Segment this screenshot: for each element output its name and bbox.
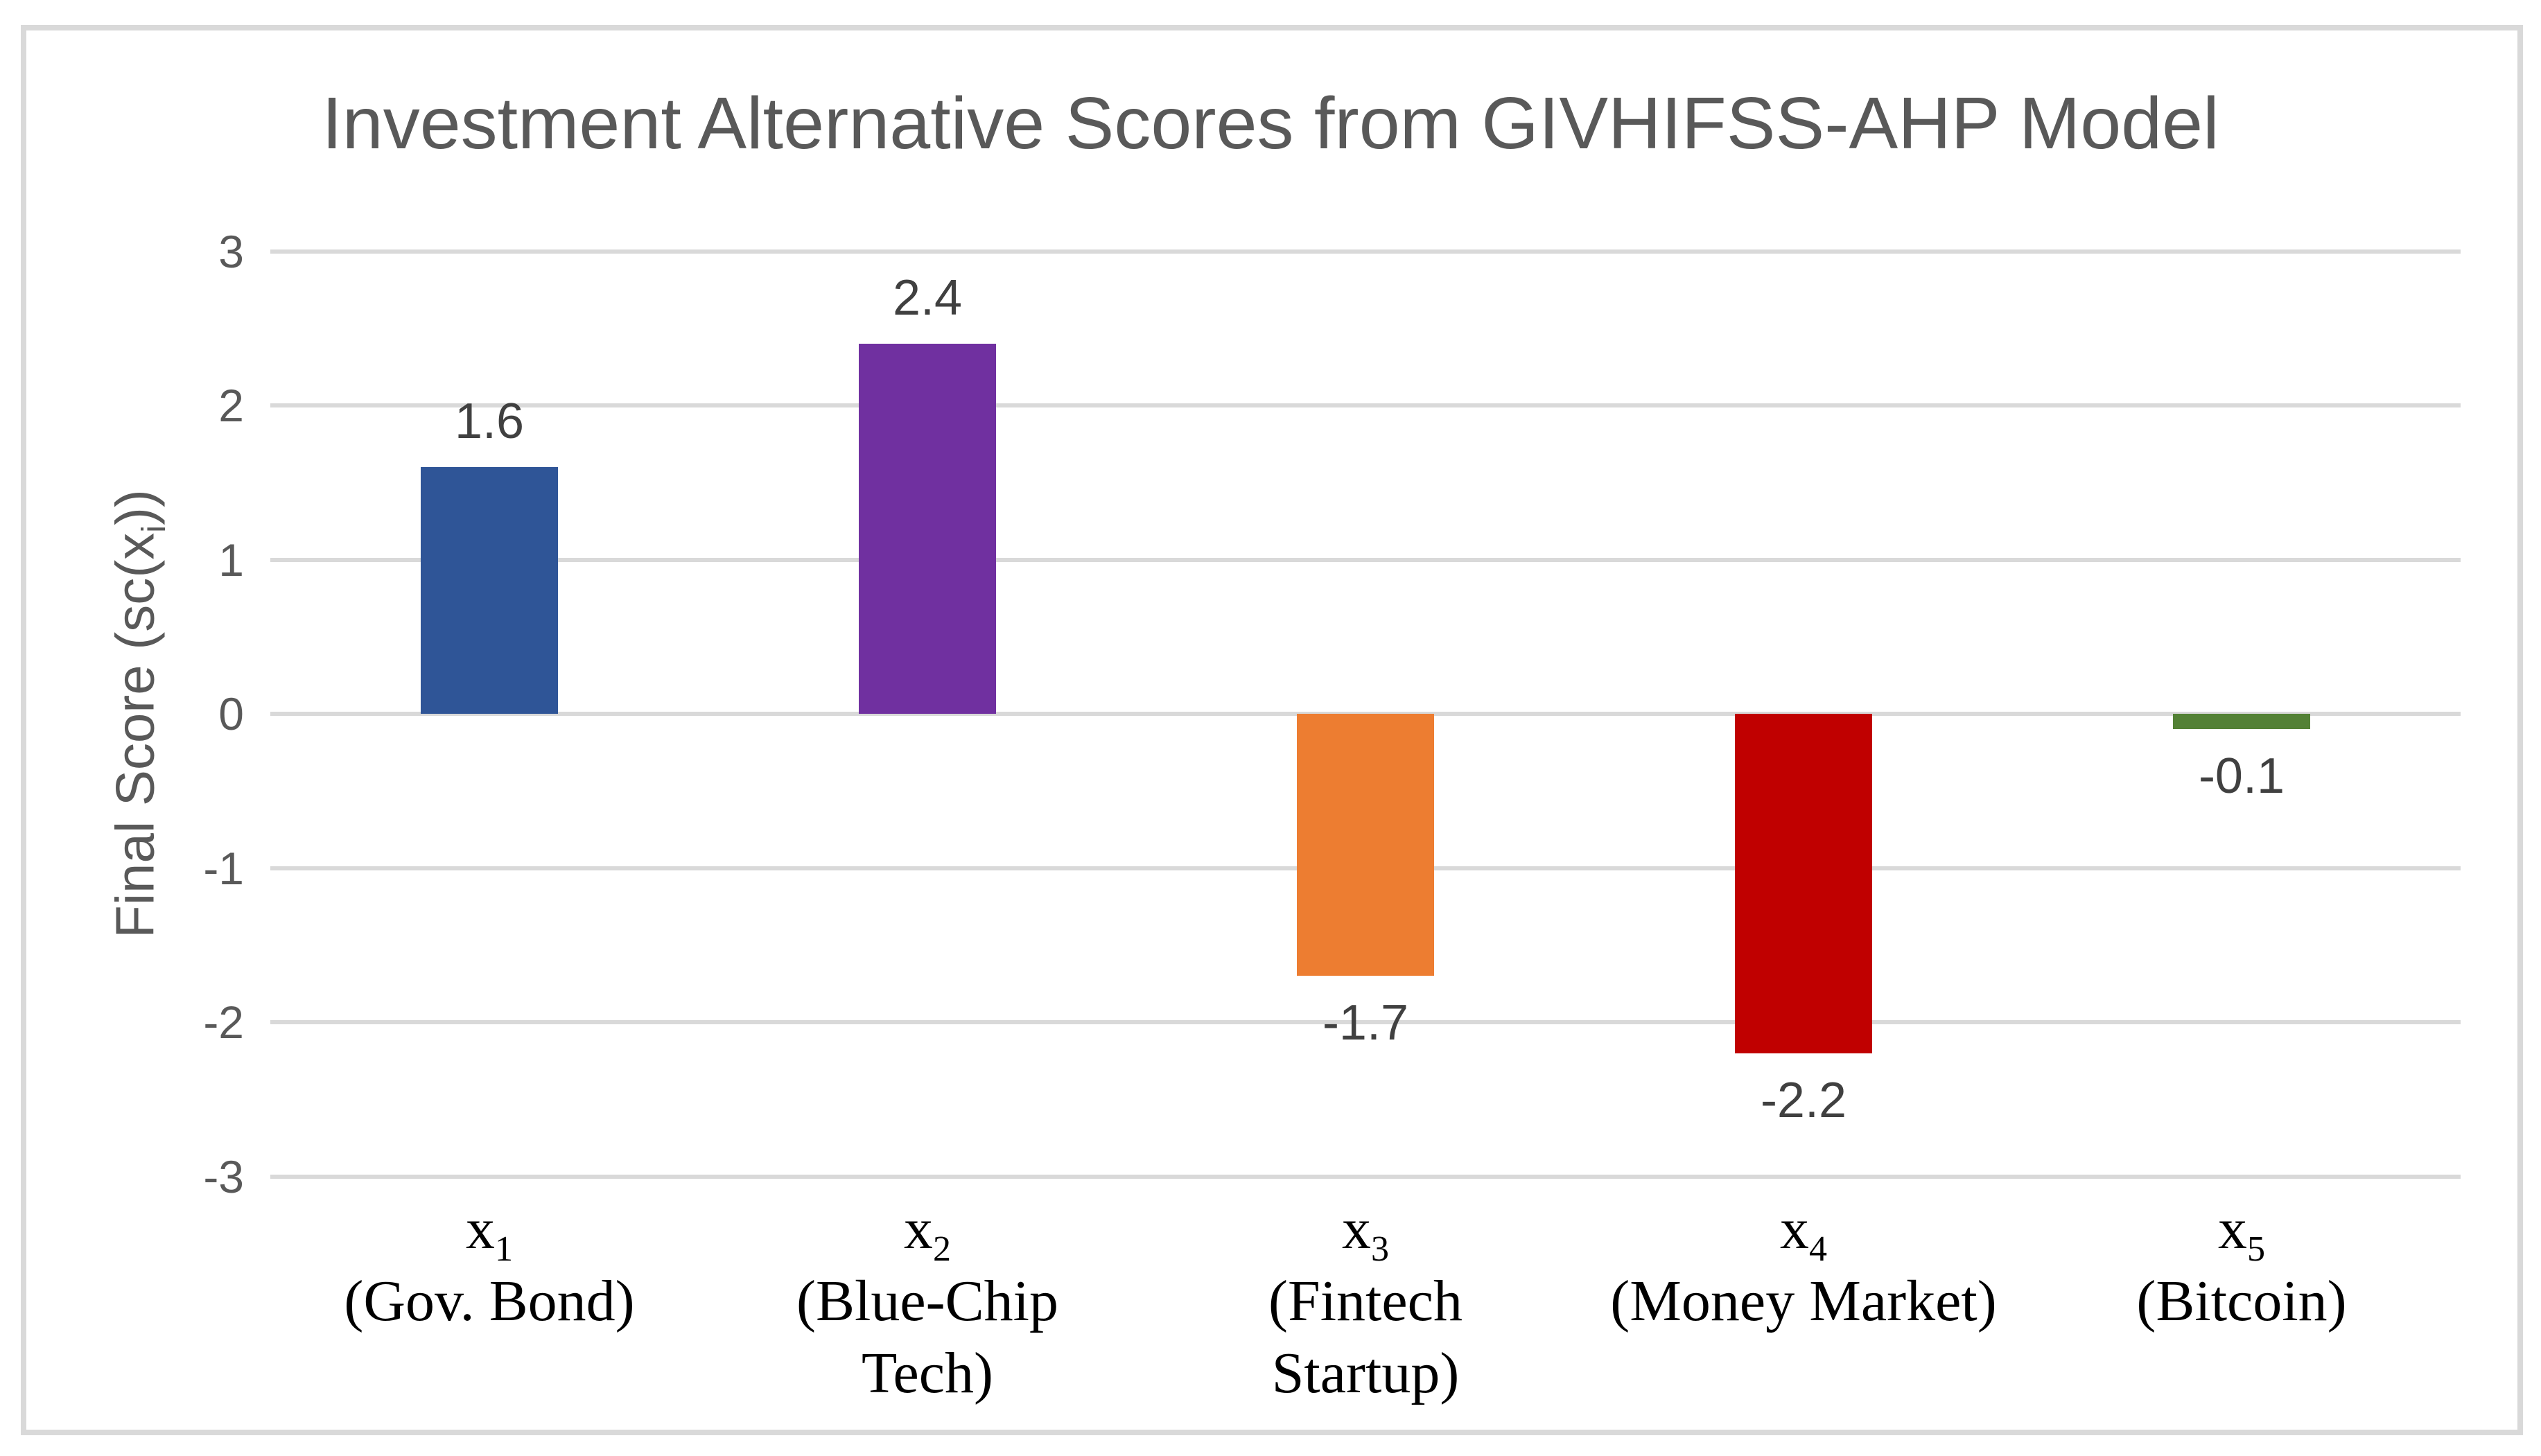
category-subscript: 2 (932, 1229, 952, 1269)
y-tick-label: -3 (203, 1150, 244, 1202)
gridline-y2 (270, 403, 2461, 407)
category-subscript: 3 (1370, 1229, 1390, 1269)
chart-frame (21, 25, 2523, 1435)
y-tick-label: 0 (218, 688, 244, 739)
y-tick-label: 1 (218, 534, 244, 586)
y-tick-label: 3 (218, 225, 244, 277)
y-tick-label: -1 (203, 842, 244, 894)
category-desc-line: (Fintech (1268, 1269, 1462, 1333)
bar-value-label-x3: -1.7 (1322, 995, 1409, 1051)
bar-value-label-x4: -2.2 (1760, 1072, 1847, 1128)
category-symbol-line: x1 (261, 1193, 718, 1267)
y-tick-label: 2 (218, 380, 244, 431)
category-desc-line: Startup) (1271, 1341, 1460, 1405)
category-symbol-line: x4 (1575, 1193, 2032, 1267)
category-symbol: x (1779, 1197, 1809, 1261)
category-symbol: x (903, 1197, 933, 1261)
category-label-x2: x2 (Blue-Chip Tech) (699, 1193, 1156, 1410)
category-symbol-line: x2 (699, 1193, 1156, 1267)
bar-x1 (421, 467, 558, 714)
category-desc-line: (Gov. Bond) (344, 1269, 635, 1333)
bar-x3 (1297, 714, 1434, 976)
category-subscript: 1 (494, 1229, 514, 1269)
bar-value-label-x2: 2.4 (892, 270, 963, 326)
bar-value-label-x1: 1.6 (454, 394, 525, 449)
gridline-y1 (270, 557, 2461, 562)
category-label-x3: x3 (Fintech Startup) (1137, 1193, 1594, 1410)
gridline-y3 (270, 249, 2461, 254)
category-symbol-line: x3 (1137, 1193, 1594, 1267)
bar-value-label-x5: -0.1 (2198, 748, 2285, 805)
category-desc-line: Tech) (862, 1341, 993, 1405)
bar-x2 (859, 344, 996, 714)
category-symbol: x (1341, 1197, 1371, 1261)
category-desc-line: (Money Market) (1610, 1269, 1997, 1333)
bar-x4 (1735, 714, 1872, 1053)
y-tick-label: -2 (203, 997, 244, 1048)
category-desc-line: (Bitcoin) (2136, 1269, 2347, 1333)
category-subscript: 4 (1808, 1229, 1828, 1269)
category-symbol: x (465, 1197, 495, 1261)
chart-title: Investment Alternative Scores from GIVHI… (322, 82, 2219, 164)
gridline-y-3 (270, 1174, 2461, 1179)
category-desc-line: (Blue-Chip (796, 1269, 1058, 1333)
category-label-x1: x1 (Gov. Bond) (261, 1193, 718, 1337)
category-symbol: x (2217, 1197, 2247, 1261)
category-symbol-line: x5 (2013, 1193, 2470, 1267)
category-label-x4: x4 (Money Market) (1575, 1193, 2032, 1337)
bar-x5 (2173, 714, 2310, 730)
gridline-y-2 (270, 1020, 2461, 1024)
category-subscript: 5 (2246, 1229, 2266, 1269)
category-label-x5: x5 (Bitcoin) (2013, 1193, 2470, 1337)
